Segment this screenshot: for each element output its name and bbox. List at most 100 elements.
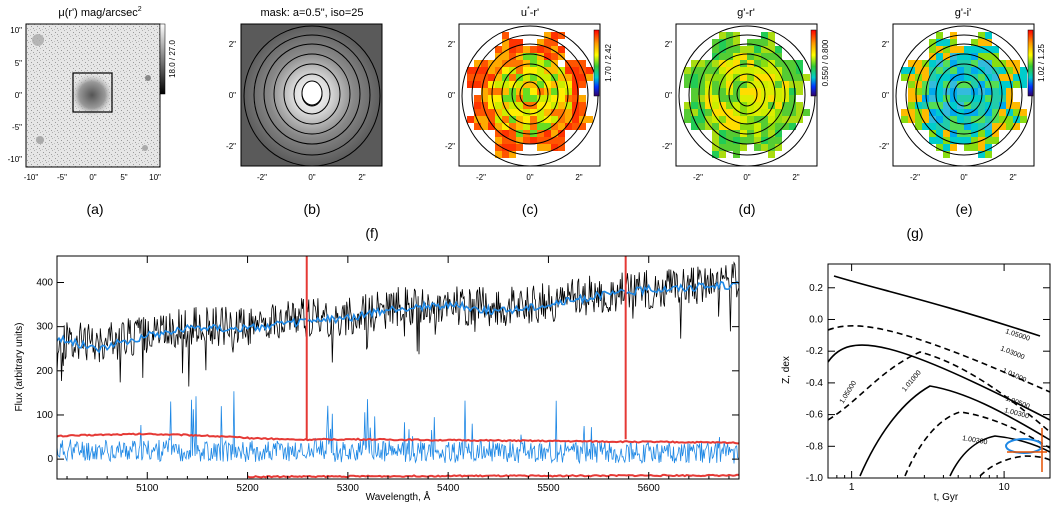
color-cell bbox=[733, 39, 740, 46]
color-cell bbox=[978, 46, 985, 53]
panel-b-xticks: -2" 0" 2" bbox=[257, 173, 366, 182]
color-cell bbox=[775, 67, 782, 74]
color-cell bbox=[1006, 109, 1013, 116]
color-cell bbox=[978, 39, 985, 46]
color-cell bbox=[950, 95, 957, 102]
panel-b-caption: (b) bbox=[303, 201, 320, 217]
color-cell bbox=[922, 123, 929, 130]
color-cell bbox=[901, 109, 908, 116]
color-cell bbox=[908, 60, 915, 67]
contour-line bbox=[828, 325, 1050, 393]
panel-e-caption: (e) bbox=[955, 201, 972, 217]
color-cell bbox=[992, 137, 999, 144]
color-cell bbox=[796, 60, 803, 67]
color-cell bbox=[719, 137, 726, 144]
panel-a-source bbox=[142, 145, 148, 151]
color-cell bbox=[495, 109, 502, 116]
color-cell bbox=[922, 67, 929, 74]
color-cell bbox=[950, 109, 957, 116]
color-cell bbox=[502, 151, 509, 158]
panel-a-source bbox=[32, 34, 44, 46]
color-cell bbox=[747, 46, 754, 53]
color-cell bbox=[537, 144, 544, 151]
color-cell bbox=[971, 67, 978, 74]
color-cell bbox=[712, 116, 719, 123]
color-cell bbox=[747, 74, 754, 81]
color-cell bbox=[502, 32, 509, 39]
color-cell bbox=[544, 60, 551, 67]
color-cell bbox=[978, 60, 985, 67]
color-cell bbox=[775, 46, 782, 53]
panel-b: mask: a=0.5", iso=25 2" 0" -2" -2" 0" 2"… bbox=[226, 7, 383, 217]
color-cell bbox=[908, 95, 915, 102]
color-cell bbox=[537, 81, 544, 88]
panel-c-yticks: 2" 0" -2" bbox=[445, 40, 455, 151]
color-cell bbox=[929, 95, 936, 102]
color-cell bbox=[509, 102, 516, 109]
color-cell bbox=[789, 88, 796, 95]
color-cell bbox=[1006, 81, 1013, 88]
color-cell bbox=[551, 39, 558, 46]
tick-label: 0" bbox=[960, 173, 967, 182]
y-tick-label: -1.0 bbox=[806, 473, 824, 484]
color-cell bbox=[761, 81, 768, 88]
panel-e-colorbar-label: 1.02 / 1.25 bbox=[1037, 44, 1046, 82]
color-cell bbox=[747, 116, 754, 123]
color-cell bbox=[943, 151, 950, 158]
color-cell bbox=[768, 109, 775, 116]
color-cell bbox=[586, 67, 593, 74]
color-cell bbox=[971, 39, 978, 46]
color-cell bbox=[516, 137, 523, 144]
color-cell bbox=[537, 116, 544, 123]
color-cell bbox=[761, 116, 768, 123]
color-cell bbox=[740, 67, 747, 74]
color-cell bbox=[803, 74, 810, 81]
color-cell bbox=[551, 67, 558, 74]
color-cell bbox=[684, 74, 691, 81]
tick-label: -2" bbox=[662, 142, 672, 151]
color-cell bbox=[495, 81, 502, 88]
panel-a-colorbar-label: 18.0 / 27.0 bbox=[168, 40, 177, 78]
color-cell bbox=[978, 32, 985, 39]
color-cell bbox=[537, 60, 544, 67]
color-cell bbox=[719, 95, 726, 102]
color-cell bbox=[495, 137, 502, 144]
color-cell bbox=[964, 81, 971, 88]
color-cell bbox=[733, 130, 740, 137]
color-cell bbox=[971, 46, 978, 53]
color-cell bbox=[712, 151, 719, 158]
color-cell bbox=[565, 109, 572, 116]
color-cell bbox=[908, 109, 915, 116]
color-cell bbox=[481, 102, 488, 109]
color-cell bbox=[768, 46, 775, 53]
color-cell bbox=[754, 116, 761, 123]
color-cell bbox=[712, 95, 719, 102]
x-tick-label: 1 bbox=[849, 482, 855, 493]
color-cell bbox=[516, 46, 523, 53]
color-cell bbox=[523, 60, 530, 67]
color-cell bbox=[726, 32, 733, 39]
color-cell bbox=[551, 95, 558, 102]
color-cell bbox=[782, 81, 789, 88]
y-tick-label: 0 bbox=[47, 454, 53, 465]
color-cell bbox=[754, 88, 761, 95]
panel-a-xticks: -10" -5" 0" 5" 10" bbox=[24, 173, 161, 182]
color-cell bbox=[495, 95, 502, 102]
color-cell bbox=[481, 123, 488, 130]
color-cell bbox=[544, 81, 551, 88]
color-cell bbox=[488, 116, 495, 123]
plot-area bbox=[828, 264, 1050, 478]
panel-e: g'-i' 1.02 / 1.25 2" 0" -2" -2" 0" 2" (e… bbox=[879, 7, 1046, 217]
color-cell bbox=[558, 137, 565, 144]
color-cell bbox=[936, 102, 943, 109]
spectrum-axes: 5100 5200 5300 5400 5500 5600 0 100 200 300 400 bbox=[36, 256, 739, 494]
panel-a-source bbox=[36, 136, 44, 144]
color-cell bbox=[999, 102, 1006, 109]
color-cell bbox=[509, 53, 516, 60]
color-cell bbox=[586, 74, 593, 81]
color-cell bbox=[726, 116, 733, 123]
color-cell bbox=[936, 81, 943, 88]
color-cell bbox=[782, 74, 789, 81]
color-cell bbox=[502, 74, 509, 81]
color-cell bbox=[950, 53, 957, 60]
